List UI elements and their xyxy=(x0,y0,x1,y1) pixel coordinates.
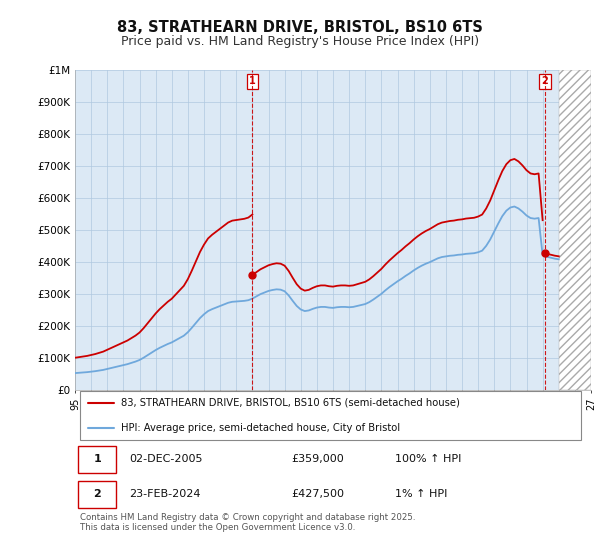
Bar xyxy=(559,70,591,390)
FancyBboxPatch shape xyxy=(77,481,116,508)
Text: 83, STRATHEARN DRIVE, BRISTOL, BS10 6TS (semi-detached house): 83, STRATHEARN DRIVE, BRISTOL, BS10 6TS … xyxy=(121,398,460,408)
Text: HPI: Average price, semi-detached house, City of Bristol: HPI: Average price, semi-detached house,… xyxy=(121,423,401,433)
Text: £359,000: £359,000 xyxy=(292,454,344,464)
Text: £427,500: £427,500 xyxy=(292,489,345,500)
Text: 83, STRATHEARN DRIVE, BRISTOL, BS10 6TS: 83, STRATHEARN DRIVE, BRISTOL, BS10 6TS xyxy=(117,20,483,35)
Text: 02-DEC-2005: 02-DEC-2005 xyxy=(129,454,203,464)
FancyBboxPatch shape xyxy=(77,446,116,473)
Text: 1: 1 xyxy=(94,454,101,464)
Text: Price paid vs. HM Land Registry's House Price Index (HPI): Price paid vs. HM Land Registry's House … xyxy=(121,35,479,48)
Text: 2: 2 xyxy=(94,489,101,500)
Text: 23-FEB-2024: 23-FEB-2024 xyxy=(129,489,200,500)
Text: 2: 2 xyxy=(542,76,548,86)
Text: 1: 1 xyxy=(249,76,256,86)
Text: Contains HM Land Registry data © Crown copyright and database right 2025.
This d: Contains HM Land Registry data © Crown c… xyxy=(80,513,416,532)
FancyBboxPatch shape xyxy=(80,391,581,440)
Text: 100% ↑ HPI: 100% ↑ HPI xyxy=(395,454,461,464)
Text: 1% ↑ HPI: 1% ↑ HPI xyxy=(395,489,447,500)
